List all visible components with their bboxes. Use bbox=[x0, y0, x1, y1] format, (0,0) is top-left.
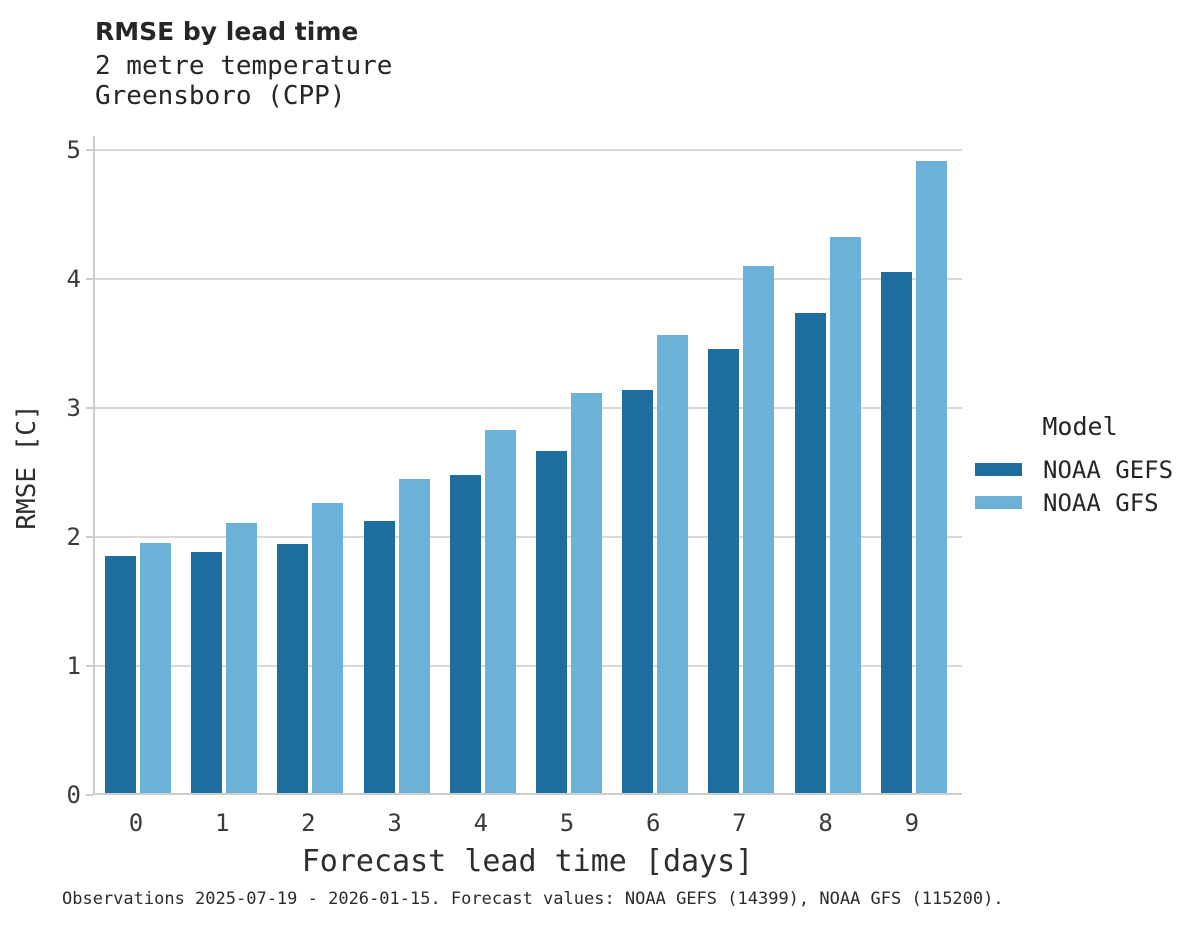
bar-noaa-gefs-lead-7 bbox=[708, 348, 740, 793]
x-tick-label-4: 4 bbox=[473, 809, 489, 837]
y-tickmark-2 bbox=[86, 535, 93, 538]
bar-noaa-gefs-lead-8 bbox=[794, 312, 826, 793]
legend: Model NOAA GEFS NOAA GFS bbox=[973, 412, 1187, 519]
bar-noaa-gefs-lead-9 bbox=[880, 271, 912, 793]
y-tick-label-0: 0 bbox=[66, 781, 81, 809]
legend-title: Model bbox=[1042, 412, 1118, 441]
x-tick-label-0: 0 bbox=[128, 809, 144, 837]
gridline-y-1 bbox=[95, 664, 962, 667]
plot-area bbox=[86, 136, 962, 796]
y-tick-label-2: 2 bbox=[66, 522, 81, 551]
x-tick-label-8: 8 bbox=[818, 809, 833, 837]
bar-noaa-gefs-lead-6 bbox=[622, 390, 654, 793]
legend-entry-noaa-gfs: NOAA GFS bbox=[973, 486, 1187, 519]
x-tick-label-3: 3 bbox=[387, 809, 402, 837]
x-tick-label-7: 7 bbox=[732, 809, 747, 837]
bar-noaa-gfs-lead-6 bbox=[657, 334, 689, 793]
bar-noaa-gfs-lead-3 bbox=[398, 479, 430, 793]
bar-noaa-gefs-lead-1 bbox=[191, 551, 223, 793]
subtitle-line-variable: 2 metre temperature bbox=[95, 51, 393, 81]
y-tickmark-4 bbox=[86, 277, 93, 280]
gridline-y-3 bbox=[95, 406, 962, 409]
y-tickmark-3 bbox=[86, 406, 93, 409]
y-tick-label-3: 3 bbox=[66, 393, 81, 422]
bar-noaa-gfs-lead-5 bbox=[571, 392, 602, 793]
legend-entry-noaa-gefs: NOAA GEFS bbox=[973, 453, 1187, 486]
bar-noaa-gfs-lead-9 bbox=[915, 160, 947, 793]
bar-noaa-gfs-lead-8 bbox=[829, 236, 861, 793]
bar-noaa-gfs-lead-0 bbox=[140, 542, 171, 793]
bar-noaa-gfs-lead-1 bbox=[226, 523, 258, 793]
x-tick-label-2: 2 bbox=[301, 809, 316, 837]
legend-swatch-noaa-gfs bbox=[975, 496, 1022, 509]
bar-noaa-gfs-lead-2 bbox=[312, 502, 344, 793]
legend-entries: NOAA GEFS NOAA GFS bbox=[973, 453, 1187, 519]
x-tick-label-9: 9 bbox=[904, 809, 920, 837]
bar-noaa-gefs-lead-2 bbox=[277, 543, 309, 793]
bar-noaa-gefs-lead-4 bbox=[449, 475, 481, 793]
bar-noaa-gefs-lead-0 bbox=[105, 555, 136, 793]
gridline-y-4 bbox=[95, 277, 962, 280]
x-tick-label-5: 5 bbox=[559, 809, 575, 837]
y-tick-label-4: 4 bbox=[66, 264, 81, 293]
bar-noaa-gfs-lead-7 bbox=[743, 266, 775, 793]
gridline-y-2 bbox=[95, 535, 962, 538]
x-axis-title: Forecast lead time [days] bbox=[301, 844, 754, 879]
x-tick-label-6: 6 bbox=[645, 809, 661, 837]
gridline-y-5 bbox=[95, 148, 962, 151]
y-tick-label-5: 5 bbox=[66, 135, 81, 164]
legend-label-noaa-gefs: NOAA GEFS bbox=[1043, 455, 1174, 484]
bar-noaa-gfs-lead-4 bbox=[484, 430, 516, 793]
y-tickmark-5 bbox=[86, 148, 93, 151]
bar-noaa-gefs-lead-5 bbox=[536, 450, 567, 793]
subtitle-line-station: Greensboro (CPP) bbox=[95, 81, 346, 111]
y-tickmark-0 bbox=[86, 794, 93, 796]
y-tick-label-1: 1 bbox=[66, 651, 81, 680]
bar-noaa-gefs-lead-3 bbox=[363, 520, 395, 793]
y-axis-title: RMSE [C] bbox=[12, 404, 42, 530]
chart-subtitle: 2 metre temperature Greensboro (CPP) bbox=[95, 51, 392, 111]
y-tickmark-1 bbox=[86, 664, 93, 667]
legend-swatch-noaa-gefs bbox=[975, 463, 1022, 476]
footer-note: Observations 2025-07-19 - 2026-01-15. Fo… bbox=[62, 889, 1004, 909]
legend-label-noaa-gfs: NOAA GFS bbox=[1043, 488, 1159, 517]
x-tick-label-1: 1 bbox=[214, 809, 230, 837]
chart-title: RMSE by lead time bbox=[95, 17, 359, 46]
